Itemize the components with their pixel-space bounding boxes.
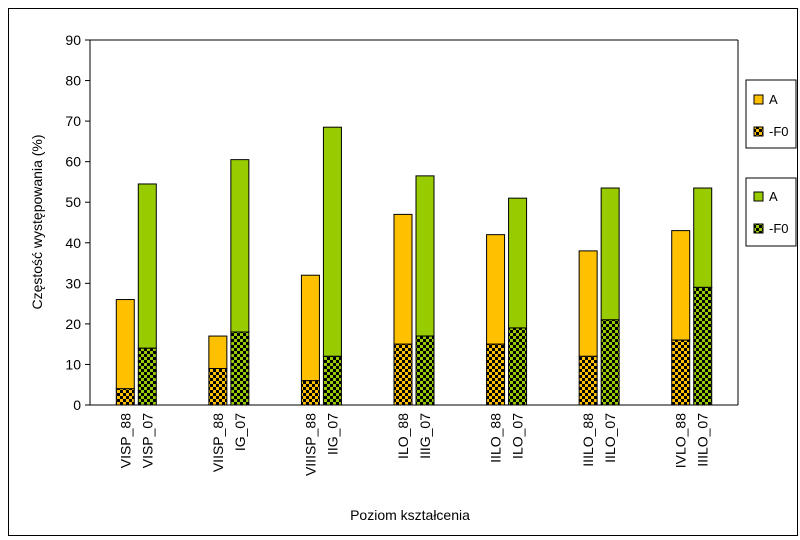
y-tick-label: 40 (65, 235, 81, 251)
y-tick-label: 50 (65, 194, 81, 210)
x-tick-label: IIIG_07 (417, 413, 433, 459)
x-tick-label: ILO_88 (395, 413, 411, 459)
legend-07-f0-swatch (753, 223, 764, 234)
legend-07: A -F0 (745, 177, 797, 247)
bar-segment-f0 (600, 319, 620, 406)
bar-segment-f0 (230, 331, 250, 406)
bar-segment-a (415, 175, 435, 337)
bar-segment-f0 (508, 327, 528, 406)
x-tick-label: IIG_07 (324, 413, 340, 455)
legend-07-a-swatch (753, 191, 764, 202)
legend-07-box (745, 177, 797, 247)
legend-88-f0-label: -F0 (769, 124, 789, 139)
bar-segment-a (208, 335, 228, 369)
x-tick-label: VIIISP_88 (302, 413, 318, 476)
x-tick-label: IILO_07 (602, 413, 618, 463)
x-tick-labels: VISP_88 VISP_07 VIISP_88 IG_07 VIIISP_88 IIG_… (117, 413, 710, 476)
y-tick-label: 30 (65, 275, 81, 291)
bar-segment-a (486, 234, 506, 345)
bar-segment-a (578, 250, 598, 357)
y-ticks: 0 10 20 30 40 50 60 70 80 90 (65, 32, 90, 413)
x-tick-label: ILO_07 (510, 413, 526, 459)
legend-88: A -F0 (745, 79, 797, 149)
bar-segment-f0 (578, 355, 598, 406)
y-tick-label: 10 (65, 356, 81, 372)
y-tick-label: 80 (65, 73, 81, 89)
bar-segment-a (693, 187, 713, 288)
bars-layer (115, 126, 713, 406)
bar-segment-a (322, 126, 342, 357)
legend-88-box (745, 79, 797, 149)
bar-segment-a (393, 213, 413, 345)
bar-segment-a (115, 299, 135, 390)
bar-segment-a (671, 230, 691, 341)
bar-segment-a (300, 274, 320, 382)
bar-segment-f0 (415, 335, 435, 406)
bar-segment-f0 (671, 339, 691, 406)
axes (89, 39, 739, 406)
x-tick-label: VISP_88 (117, 413, 133, 468)
bar-segment-f0 (208, 368, 228, 406)
bar-segment-f0 (115, 388, 135, 406)
bar-segment-f0 (137, 347, 157, 406)
bar-segment-f0 (693, 286, 713, 406)
y-tick-label: 70 (65, 113, 81, 129)
y-tick-label: 60 (65, 154, 81, 170)
legend-88-a-label: A (769, 92, 778, 107)
bar-segment-f0 (393, 343, 413, 406)
y-axis-title: Częstość występowania (%) (29, 134, 45, 309)
bar-segment-f0 (322, 355, 342, 406)
x-tick-label: IVLO_88 (673, 413, 689, 468)
x-tick-label: IIILO_88 (580, 413, 596, 467)
x-tick-label: IILO_88 (488, 413, 504, 463)
y-tick-label: 20 (65, 316, 81, 332)
bar-segment-f0 (300, 380, 320, 406)
bar-segment-a (600, 187, 620, 321)
legend-88-a-swatch (753, 94, 764, 105)
legend-07-f0-label: -F0 (769, 221, 789, 236)
x-tick-label: IG_07 (232, 413, 248, 451)
legend-07-a-label: A (769, 189, 778, 204)
bar-segment-f0 (486, 343, 506, 406)
bar-segment-a (230, 159, 250, 333)
legend-88-f0-swatch (753, 126, 764, 137)
y-tick-label: 0 (73, 397, 81, 413)
bar-segment-a (508, 197, 528, 329)
x-tick-label: VISP_07 (139, 413, 155, 468)
x-tick-label: VIISP_88 (210, 413, 226, 472)
bar-segment-a (137, 183, 157, 349)
x-tick-label: IIILO_07 (695, 413, 711, 467)
y-tick-label: 90 (65, 32, 81, 48)
x-axis-title: Poziom kształcenia (350, 507, 470, 523)
